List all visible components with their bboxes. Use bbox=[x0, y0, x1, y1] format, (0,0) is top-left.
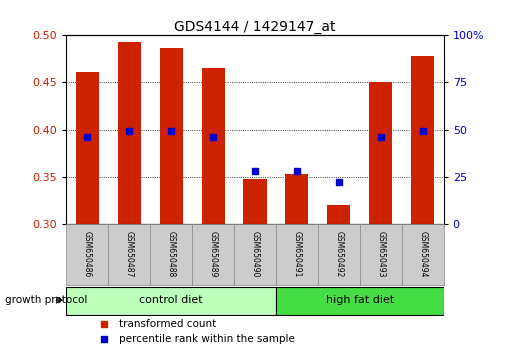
Bar bbox=[275, 224, 317, 285]
Text: GSM650487: GSM650487 bbox=[125, 231, 133, 278]
Text: GSM650492: GSM650492 bbox=[334, 231, 343, 278]
Bar bbox=[150, 224, 192, 285]
Text: GSM650493: GSM650493 bbox=[376, 231, 384, 278]
Text: transformed count: transformed count bbox=[119, 319, 216, 329]
Text: GSM650494: GSM650494 bbox=[417, 231, 427, 278]
Text: GSM650489: GSM650489 bbox=[208, 231, 217, 278]
Text: GSM650491: GSM650491 bbox=[292, 231, 301, 278]
Text: control diet: control diet bbox=[139, 295, 203, 305]
Bar bbox=[401, 224, 443, 285]
Bar bbox=[359, 224, 401, 285]
Bar bbox=[192, 224, 234, 285]
Bar bbox=[201, 68, 224, 224]
Bar bbox=[118, 42, 140, 224]
Bar bbox=[327, 205, 350, 224]
Bar bbox=[234, 224, 275, 285]
Bar bbox=[275, 287, 443, 315]
Bar bbox=[108, 224, 150, 285]
Bar bbox=[285, 174, 308, 224]
Bar bbox=[66, 224, 108, 285]
Bar bbox=[159, 48, 182, 224]
Text: high fat diet: high fat diet bbox=[325, 295, 393, 305]
Bar bbox=[369, 82, 391, 224]
Text: percentile rank within the sample: percentile rank within the sample bbox=[119, 334, 294, 344]
Bar bbox=[410, 56, 433, 224]
Bar bbox=[243, 179, 266, 224]
Text: GSM650488: GSM650488 bbox=[166, 232, 175, 278]
Title: GDS4144 / 1429147_at: GDS4144 / 1429147_at bbox=[174, 21, 335, 34]
Bar bbox=[317, 224, 359, 285]
Text: GSM650490: GSM650490 bbox=[250, 231, 259, 278]
Bar bbox=[66, 287, 275, 315]
Text: growth protocol: growth protocol bbox=[5, 295, 88, 305]
Bar bbox=[75, 72, 99, 224]
Text: GSM650486: GSM650486 bbox=[82, 231, 92, 278]
